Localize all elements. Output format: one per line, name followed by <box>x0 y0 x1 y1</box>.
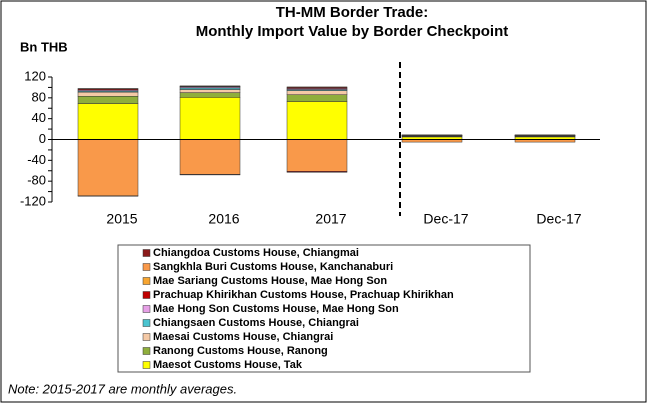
y-axis-label: Bn THB <box>20 39 68 54</box>
bar-segment <box>286 94 348 102</box>
bar-segment <box>286 139 348 172</box>
legend-label: Maesot Customs House, Tak <box>153 359 303 371</box>
note: Note: 2015-2017 are monthly averages. <box>8 381 237 396</box>
bar-segment <box>77 103 139 140</box>
legend-label: Mae Hong Son Customs House, Mae Hong Son <box>153 303 399 315</box>
legend-swatch <box>142 263 151 271</box>
bar-segment <box>179 139 241 175</box>
y-tick-label: -80 <box>27 173 46 188</box>
bar-segment <box>77 88 139 90</box>
legend-swatch <box>142 333 151 341</box>
legend-swatch <box>142 347 151 355</box>
legend-label: Ranong Customs House, Ranong <box>153 345 328 357</box>
bar-segment <box>286 101 348 140</box>
x-tick-label: 2016 <box>208 211 239 227</box>
legend-swatch <box>142 361 151 369</box>
bar-segment <box>179 92 241 98</box>
x-tick-label: Dec-17 <box>423 211 468 227</box>
legend-swatch <box>142 319 151 327</box>
y-tick-label: 80 <box>32 89 46 104</box>
bar-segment <box>77 96 139 104</box>
legend-swatch <box>142 249 151 257</box>
legend-label: Chiangdoa Customs House, Chiangmai <box>153 247 359 259</box>
bar-segment <box>286 171 348 173</box>
bar-segment <box>179 85 241 87</box>
chart-subtitle: Monthly Import Value by Border Checkpoin… <box>196 23 509 40</box>
chart-title: TH-MM Border Trade: <box>276 4 429 21</box>
bar-segment <box>286 86 348 88</box>
legend-label: Chiangsaen Customs House, Chiangrai <box>153 317 359 329</box>
legend-label: Sangkhla Buri Customs House, Kanchanabur… <box>153 261 393 273</box>
bar-segment <box>77 195 139 197</box>
legend-swatch <box>142 305 151 313</box>
y-tick-label: 0 <box>39 131 46 146</box>
bar-segment <box>179 89 241 93</box>
bar-segment <box>286 90 348 95</box>
x-tick-label: 2017 <box>315 211 346 227</box>
y-tick-label: -120 <box>20 193 46 208</box>
bar-segment <box>77 91 139 97</box>
legend-swatch <box>142 291 151 299</box>
legend-swatch <box>142 277 151 285</box>
legend-label: Maesai Customs House, Chiangrai <box>153 331 333 343</box>
bar-segment <box>77 139 139 196</box>
legend-label: Prachuap Khirikhan Customs House, Prachu… <box>153 289 454 301</box>
x-tick-label: 2015 <box>106 211 137 227</box>
legend-label: Mae Sariang Customs House, Mae Hong Son <box>153 275 387 287</box>
bar-segment <box>179 97 241 140</box>
x-tick-label: Dec-17 <box>536 211 581 227</box>
y-tick-label: -40 <box>27 152 46 167</box>
y-tick-label: 120 <box>24 68 46 83</box>
y-tick-label: 40 <box>32 110 46 125</box>
legend <box>117 244 531 373</box>
bar-segment <box>179 174 241 176</box>
